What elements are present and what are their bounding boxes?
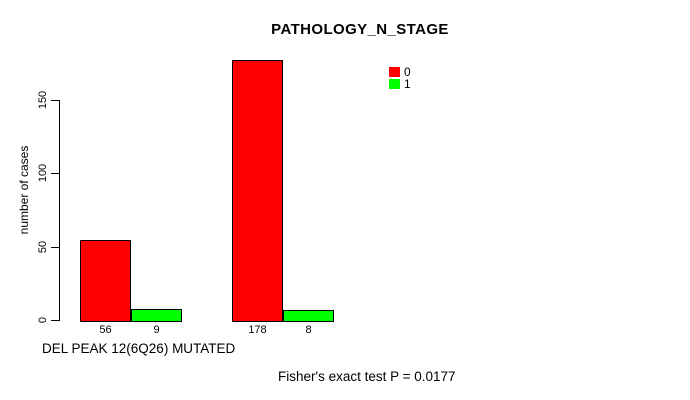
- bar-group2-series1: [283, 310, 334, 322]
- bar-value-label: 9: [153, 324, 160, 336]
- bar-group2-series0: [232, 60, 283, 322]
- legend-item-0: 0: [389, 66, 411, 78]
- y-tick-label: 150: [37, 90, 49, 110]
- y-axis-line: [59, 100, 60, 321]
- bar-value-label: 56: [99, 324, 112, 336]
- bar-value-label: 178: [248, 324, 267, 336]
- y-tick-100: [51, 173, 59, 174]
- legend-swatch-red: [389, 67, 400, 77]
- legend-label: 1: [404, 77, 411, 91]
- bar-group1-series0: [80, 240, 131, 322]
- legend: 0 1: [389, 66, 411, 90]
- chart-title: PATHOLOGY_N_STAGE: [271, 21, 449, 38]
- bar-value-label: 8: [305, 324, 312, 336]
- y-tick-50: [51, 247, 59, 248]
- legend-item-1: 1: [389, 78, 411, 90]
- fisher-test-annotation: Fisher's exact test P = 0.0177: [278, 369, 456, 384]
- y-tick-label: 50: [37, 240, 49, 254]
- x-axis-label: DEL PEAK 12(6Q26) MUTATED: [42, 341, 236, 356]
- y-tick-150: [51, 100, 59, 101]
- legend-label: 0: [404, 65, 411, 79]
- y-tick-0: [51, 320, 59, 321]
- y-axis-label: number of cases: [17, 145, 31, 235]
- y-tick-label: 0: [37, 316, 49, 324]
- bar-group1-series1: [131, 309, 182, 322]
- legend-swatch-green: [389, 79, 400, 89]
- y-tick-label: 100: [37, 163, 49, 183]
